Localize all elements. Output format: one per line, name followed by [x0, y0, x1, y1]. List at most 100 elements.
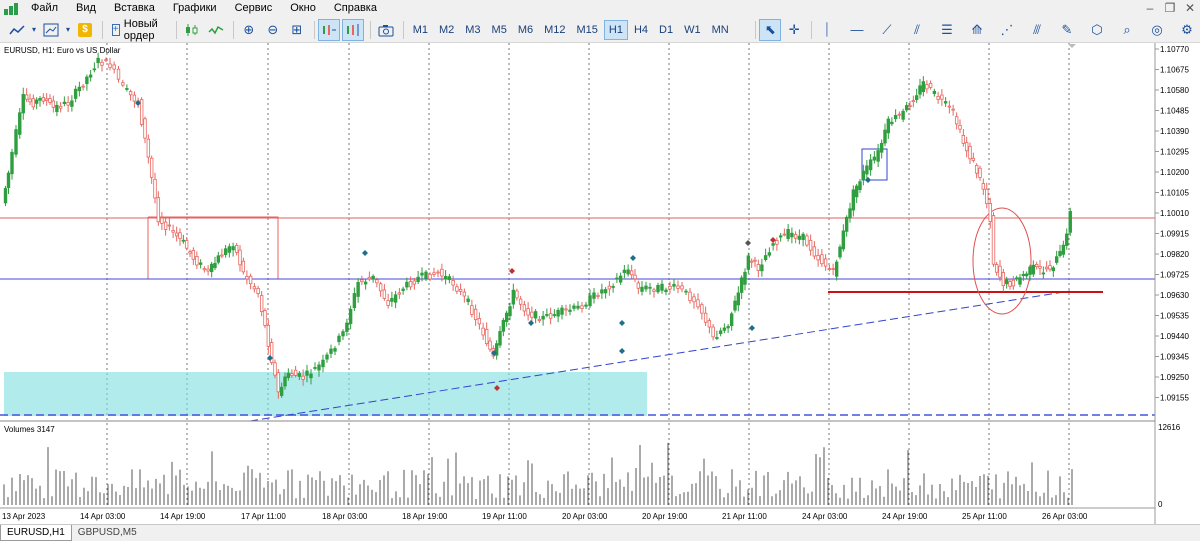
candle-body — [1018, 277, 1022, 285]
menu-view[interactable]: Вид — [76, 2, 96, 14]
close-icon[interactable]: ✕ — [1184, 1, 1196, 15]
tile-windows-icon[interactable]: ⊞ — [291, 21, 303, 37]
new-order-button[interactable]: + Новый ордер — [107, 18, 171, 42]
candle-body — [633, 274, 637, 280]
channel-icon[interactable]: ⫽ — [914, 21, 920, 37]
timeframe-h1[interactable]: H1 — [603, 19, 628, 40]
pen-icon[interactable]: ✎ — [1061, 21, 1073, 37]
menu-window[interactable]: Окно — [290, 2, 316, 14]
andrews-pitchfork-icon[interactable]: ⫻ — [1033, 21, 1041, 37]
highlight-ellipse[interactable] — [972, 207, 1032, 315]
candle-body — [522, 304, 527, 312]
trendline[interactable] — [249, 290, 1071, 422]
signal-marker — [745, 240, 751, 246]
menu-insert[interactable]: Вставка — [113, 2, 155, 14]
zoom-out-icon[interactable]: ⊖ — [267, 21, 279, 37]
screenshot-icon[interactable] — [375, 19, 397, 41]
crosshair-icon[interactable]: ✛ — [788, 21, 800, 37]
candle-body — [273, 362, 277, 376]
tab-gbpusd-m5[interactable]: GBPUSD,M5 — [77, 527, 137, 538]
toolbar-divider — [313, 20, 315, 39]
candle-body — [41, 97, 46, 102]
candle-body — [743, 271, 747, 285]
search-icon[interactable]: ⌕ — [1123, 21, 1131, 37]
signal-marker — [619, 348, 625, 354]
candle-body — [116, 68, 121, 80]
candle-body — [908, 105, 912, 107]
minimize-icon[interactable]: – — [1146, 1, 1154, 15]
chart-window[interactable]: 1.10770 1.10675 1.10580 1.10485 1.10390 1.102… — [0, 43, 1200, 524]
candle-body — [739, 277, 744, 293]
timeframe-m15[interactable]: M15 — [576, 23, 598, 36]
marker-box[interactable] — [861, 148, 888, 181]
price-scale[interactable]: 1.10770 1.10675 1.10580 1.10485 1.10390 1.102… — [1155, 45, 1189, 403]
menu-help[interactable]: Справка — [333, 2, 377, 14]
timeframe-d1[interactable]: D1 — [659, 23, 674, 36]
candle-body — [801, 233, 805, 240]
templates-dropdown-icon[interactable]: ▾ — [65, 25, 70, 34]
menu-tools[interactable]: Сервис — [234, 2, 273, 14]
fibonacci-icon[interactable]: ☰ — [941, 21, 953, 37]
trading-icon[interactable]: $ — [74, 19, 96, 41]
expansion-icon[interactable]: ⋰ — [1000, 21, 1014, 37]
trendline-icon[interactable]: ⟋ — [882, 21, 892, 37]
vertical-line-icon[interactable]: ⏐ — [823, 21, 831, 37]
chart-type-icon[interactable] — [6, 19, 28, 41]
candle-body — [746, 255, 751, 270]
account-icon[interactable]: ◎ — [1151, 21, 1163, 37]
auto-scroll-icon[interactable] — [318, 18, 341, 41]
price-label: 1.10010 — [1160, 209, 1189, 218]
candle-body — [1001, 272, 1006, 287]
restore-icon[interactable]: ❐ — [1164, 1, 1176, 15]
timeframe-m6[interactable]: M6 — [517, 23, 534, 36]
timeframe-m2[interactable]: M2 — [438, 23, 455, 36]
timeframe-w1[interactable]: W1 — [684, 23, 701, 36]
menu-file[interactable]: Файл — [31, 2, 59, 14]
timeframe-mn[interactable]: MN — [711, 23, 729, 36]
time-scale[interactable]: 13 Apr 2023 14 Apr 03:00 14 Apr 19:00 17 Ap… — [2, 512, 1088, 521]
candle-body — [178, 232, 182, 240]
price-chart[interactable]: 1.10770 1.10675 1.10580 1.10485 1.10390 1.102… — [0, 43, 1200, 524]
candle-body — [940, 94, 944, 100]
shapes-icon[interactable]: ⬡ — [1091, 21, 1103, 37]
line-chart-icon[interactable] — [205, 19, 227, 41]
candle-body — [548, 313, 553, 319]
candle-body — [629, 270, 634, 276]
timeframe-m5[interactable]: M5 — [491, 23, 507, 36]
scroll-arrow-icon[interactable] — [1068, 44, 1076, 48]
candle-body — [861, 170, 866, 181]
volume-scale-max: 12616 — [1158, 423, 1181, 432]
menu-charts[interactable]: Графики — [172, 2, 217, 14]
timeframe-m12[interactable]: M12 — [544, 23, 566, 36]
chart-shift-icon[interactable] — [342, 18, 365, 41]
timeframe-h4[interactable]: H4 — [633, 23, 649, 36]
candle-body — [466, 298, 470, 302]
timeframe-m1[interactable]: M1 — [412, 23, 428, 36]
candle-body — [1011, 279, 1016, 287]
time-label: 20 Apr 03:00 — [562, 512, 608, 521]
bar-chart-icon[interactable] — [181, 19, 203, 41]
candle-body — [511, 289, 516, 305]
candle-body — [1014, 277, 1019, 280]
horizontal-line-icon[interactable]: — — [850, 22, 864, 37]
settings-icon[interactable]: ⚙ — [1181, 21, 1193, 37]
candle-body — [596, 295, 600, 297]
candle-body — [700, 304, 704, 314]
candle-body — [564, 308, 568, 311]
timeframe-m3[interactable]: M3 — [465, 23, 481, 36]
candle-body — [1028, 266, 1032, 275]
candle-body — [918, 85, 922, 95]
signal-marker — [509, 268, 515, 274]
fib-fan-icon[interactable]: ⟰ — [971, 21, 983, 37]
menu-bar: Файл Вид Вставка Графики Сервис Окно Спр… — [0, 0, 1200, 17]
candle-body — [672, 283, 676, 287]
candle-body — [352, 293, 357, 309]
tab-eurusd-h1[interactable]: EURUSD,H1 — [0, 525, 72, 541]
cursor-icon[interactable]: ⬉ — [759, 18, 782, 41]
chart-type-dropdown-icon[interactable]: ▾ — [31, 25, 36, 34]
zoom-in-icon[interactable]: ⊕ — [243, 21, 255, 37]
candle-body — [77, 86, 82, 92]
candle-body — [886, 118, 891, 134]
templates-icon[interactable] — [40, 19, 62, 41]
app-logo-icon[interactable] — [4, 2, 18, 15]
